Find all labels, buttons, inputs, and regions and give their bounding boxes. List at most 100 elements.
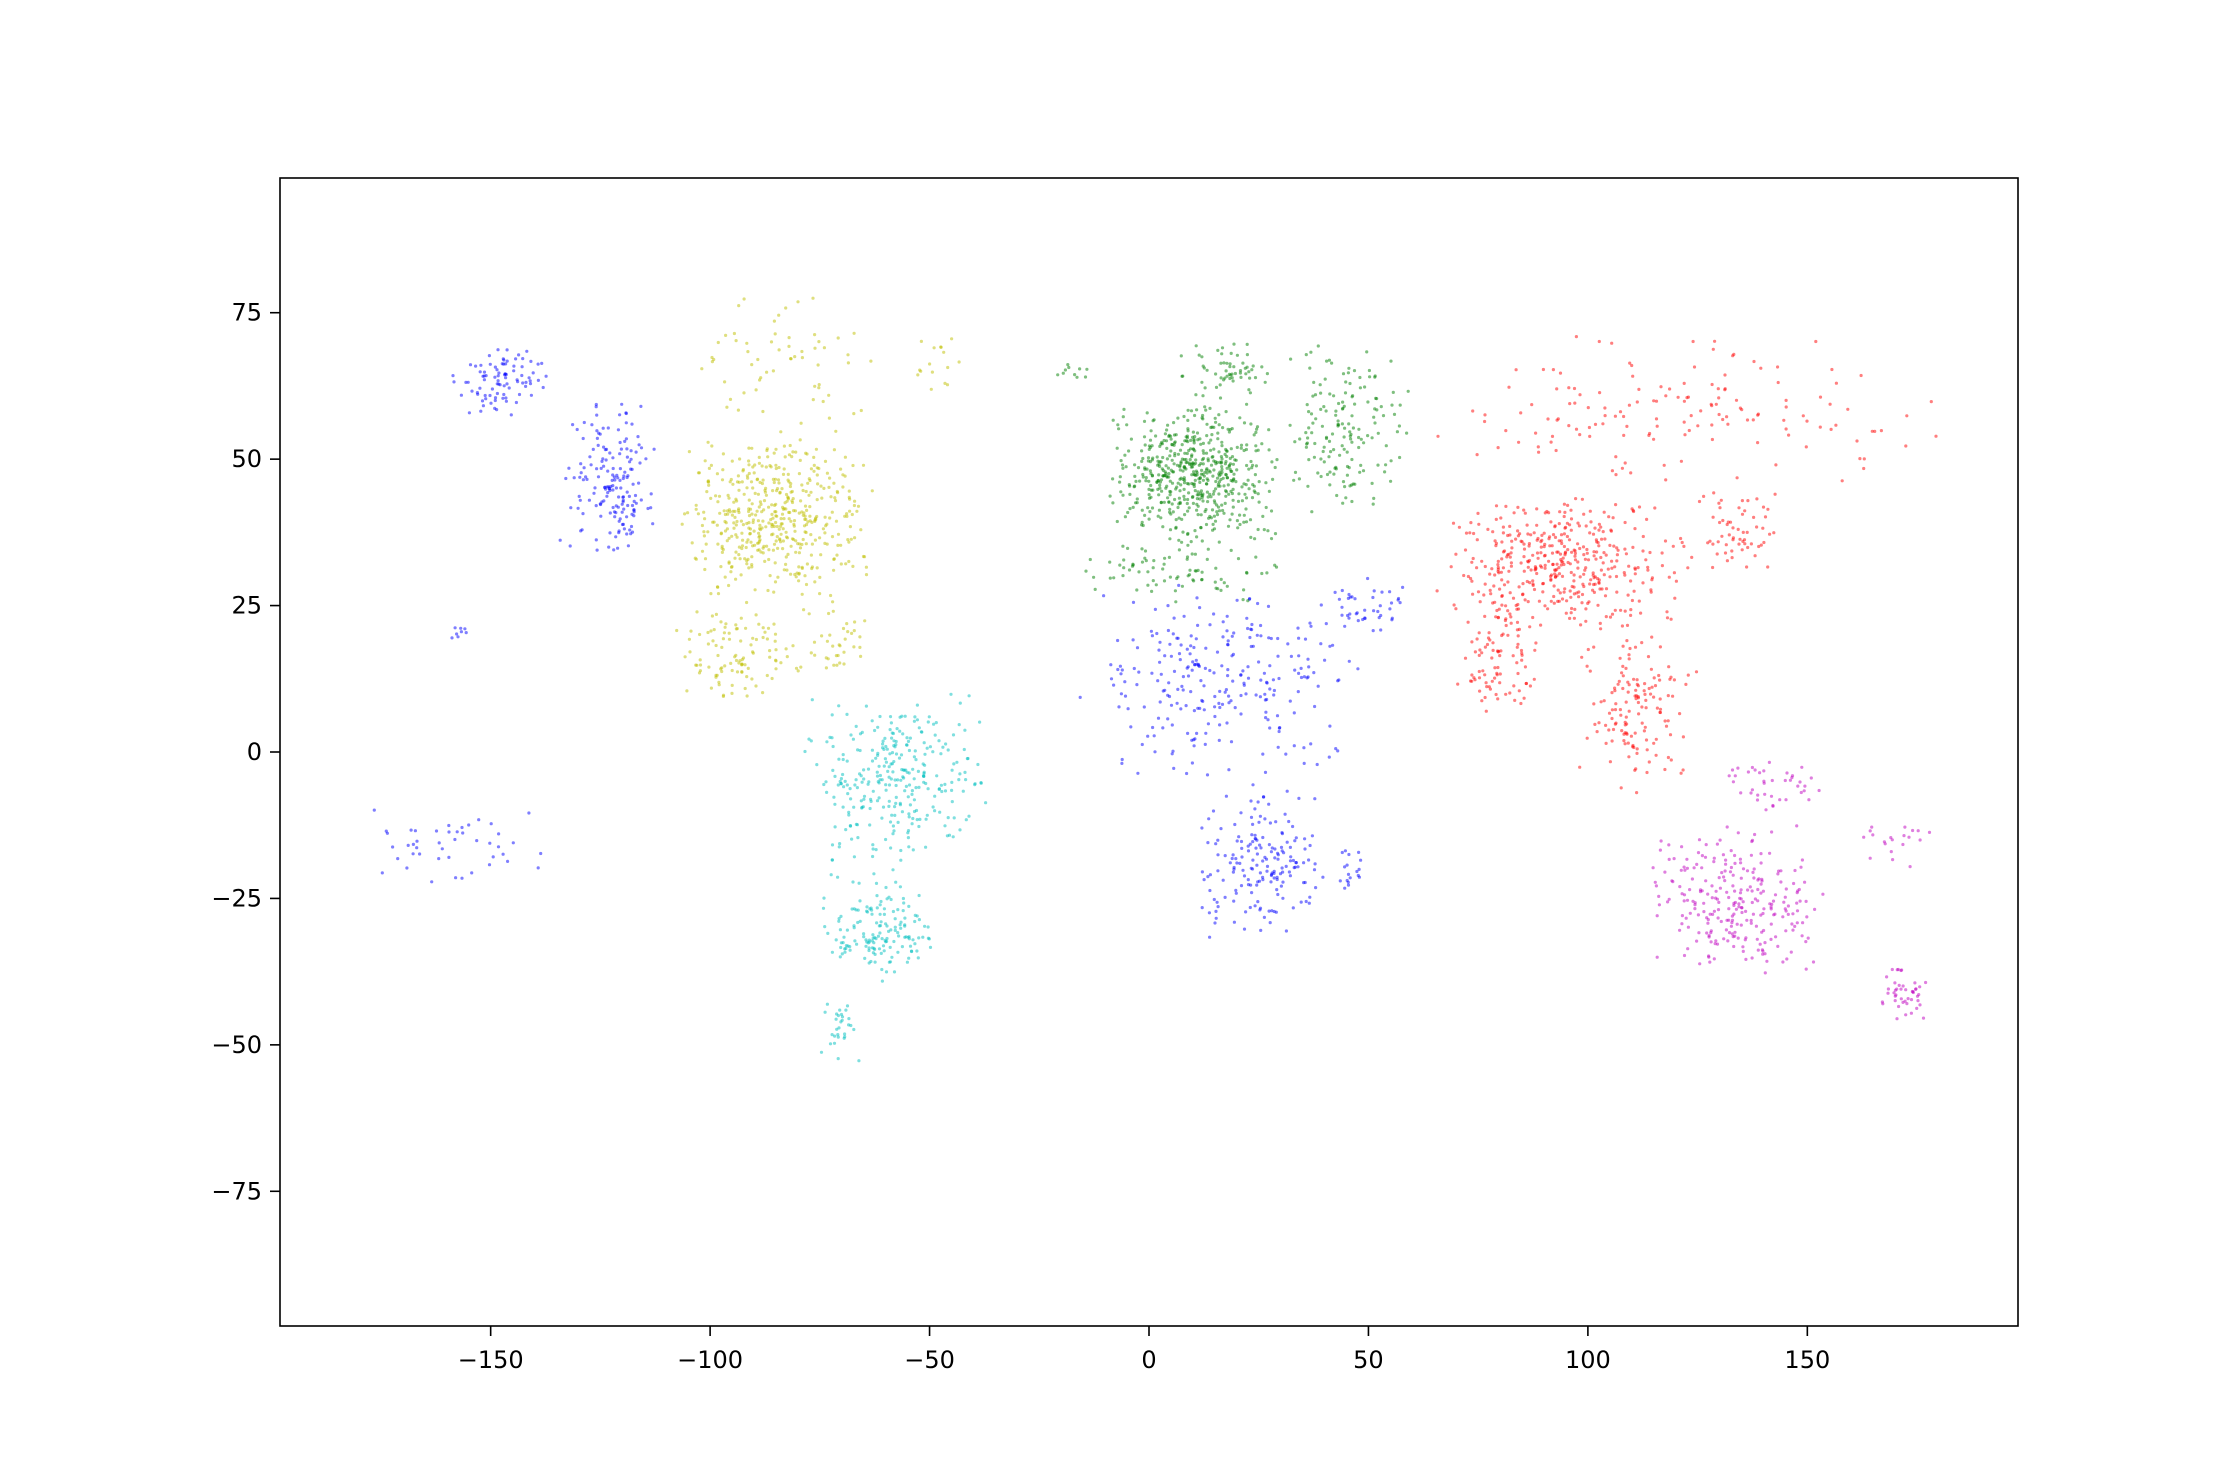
data-point: [1756, 793, 1760, 797]
data-point: [719, 667, 723, 671]
data-point: [1623, 609, 1627, 613]
data-point: [1143, 443, 1147, 447]
data-point: [1131, 638, 1135, 642]
data-point: [1180, 443, 1184, 447]
data-point: [1731, 538, 1735, 542]
data-point: [905, 770, 909, 774]
data-point: [835, 1027, 839, 1031]
data-point: [1379, 613, 1383, 618]
data-point: [845, 783, 849, 787]
data-point: [1569, 595, 1573, 599]
data-point: [1589, 520, 1593, 524]
data-point: [1172, 766, 1176, 771]
data-point: [826, 657, 830, 661]
data-point: [1319, 457, 1323, 461]
data-point: [1196, 623, 1200, 628]
data-point: [722, 631, 727, 635]
data-point: [1193, 737, 1197, 741]
data-point: [1217, 413, 1221, 417]
data-point: [1389, 479, 1393, 483]
data-point: [460, 825, 464, 830]
data-point: [1243, 492, 1247, 496]
data-point: [1207, 911, 1211, 915]
data-point: [1509, 561, 1513, 565]
data-point: [1786, 912, 1790, 917]
data-point: [1217, 509, 1222, 513]
data-point: [502, 384, 506, 388]
data-point: [488, 841, 492, 845]
data-point: [470, 389, 474, 393]
data-point: [1165, 428, 1169, 432]
data-point: [1327, 439, 1332, 443]
data-point: [773, 503, 777, 507]
data-point: [1494, 504, 1499, 508]
data-point: [810, 566, 814, 571]
data-point: [887, 804, 891, 809]
data-point: [646, 506, 650, 511]
data-point: [734, 339, 738, 343]
data-point: [758, 527, 762, 531]
data-point: [1678, 712, 1682, 716]
data-point: [1116, 423, 1120, 427]
data-point: [949, 692, 953, 696]
data-point: [900, 714, 904, 718]
data-point: [1776, 365, 1780, 369]
data-point: [1146, 506, 1150, 510]
data-point: [1782, 418, 1786, 422]
data-point: [796, 542, 800, 546]
data-point: [1746, 499, 1750, 503]
data-point: [901, 896, 906, 901]
data-point: [1667, 843, 1671, 847]
data-point: [1199, 442, 1203, 446]
data-point: [1667, 575, 1671, 579]
data-point: [1915, 994, 1920, 998]
data-point: [1620, 466, 1624, 470]
data-point: [1220, 346, 1225, 350]
data-point: [1580, 592, 1585, 597]
data-point: [1255, 863, 1259, 867]
data-point: [1193, 663, 1197, 667]
data-point: [786, 552, 790, 557]
data-point: [1358, 375, 1362, 380]
data-point: [1506, 580, 1510, 584]
data-point: [536, 866, 540, 870]
data-point: [1163, 432, 1167, 436]
data-point: [1686, 673, 1690, 677]
data-point: [1918, 985, 1922, 989]
data-point: [579, 471, 583, 475]
data-point: [1558, 510, 1562, 514]
data-point: [1755, 937, 1759, 941]
data-point: [869, 797, 873, 801]
data-point: [782, 467, 786, 471]
y-tick-label: 0: [247, 738, 262, 766]
data-point: [1356, 873, 1360, 878]
data-point: [1625, 639, 1629, 643]
data-point: [762, 499, 767, 503]
data-point: [1752, 876, 1756, 880]
data-point: [1543, 542, 1547, 547]
data-point: [622, 527, 627, 531]
data-point: [1245, 402, 1249, 406]
data-point: [1208, 470, 1212, 474]
data-point: [716, 500, 720, 504]
data-point: [958, 772, 962, 776]
data-point: [1165, 484, 1169, 488]
data-point: [856, 504, 861, 508]
data-point: [1121, 466, 1125, 470]
data-point: [1554, 448, 1558, 453]
data-point: [1745, 869, 1750, 873]
data-point: [1491, 641, 1495, 645]
data-point: [723, 512, 728, 517]
data-point: [1228, 861, 1232, 865]
data-point: [1756, 887, 1760, 892]
data-point: [611, 456, 615, 460]
data-point: [1882, 840, 1886, 844]
data-point: [1496, 559, 1500, 564]
data-point: [1725, 825, 1729, 829]
data-point: [1108, 560, 1112, 564]
data-point: [1873, 429, 1877, 433]
data-point: [1210, 508, 1215, 512]
data-point: [924, 781, 928, 786]
data-point: [1707, 935, 1711, 939]
data-point: [1228, 456, 1232, 460]
